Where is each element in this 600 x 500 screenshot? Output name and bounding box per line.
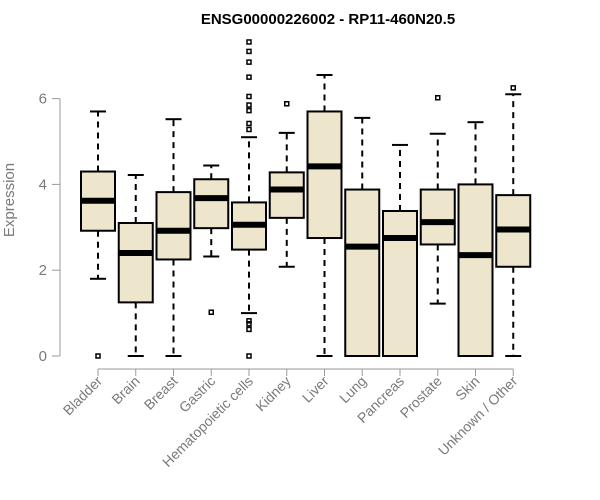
outlier-point	[246, 126, 252, 133]
iqr-box	[419, 188, 456, 246]
box-group	[495, 85, 532, 357]
box-group	[80, 110, 116, 359]
box-group	[231, 39, 267, 359]
y-axis-label: Expression	[1, 163, 18, 237]
outlier-point	[208, 309, 214, 315]
outlier-point	[284, 100, 290, 107]
outlier-point	[435, 94, 441, 101]
outlier-point	[246, 321, 252, 327]
iqr-box	[193, 178, 230, 230]
box-group	[193, 164, 230, 315]
box-group	[117, 173, 154, 357]
box-group	[457, 121, 494, 357]
x-tick-label: Brain	[108, 373, 142, 407]
x-tick-label: Skin	[452, 373, 483, 404]
y-tick-label: 4	[39, 176, 47, 193]
chart-title: ENSG00000226002 - RP11-460N20.5	[201, 11, 455, 28]
outlier-point	[246, 39, 252, 45]
box-group	[268, 100, 305, 268]
x-tick-label: Liver	[299, 373, 332, 406]
x-tick-label: Kidney	[252, 373, 294, 415]
iqr-box	[382, 209, 418, 357]
iqr-box	[306, 110, 343, 240]
axes: 0 2 4 6	[39, 91, 514, 370]
y-tick-label: 2	[39, 262, 47, 279]
x-tick-label: Lung	[336, 373, 369, 406]
iqr-box	[268, 171, 305, 219]
outlier-point	[510, 85, 516, 91]
outlier-point	[246, 48, 252, 55]
outlier-point	[246, 93, 252, 100]
boxes	[80, 39, 532, 359]
box-group	[382, 143, 418, 357]
box-group	[344, 116, 381, 357]
outlier-point	[246, 74, 252, 80]
box-group	[306, 74, 343, 357]
y-tick-label: 6	[39, 91, 47, 108]
x-tick-label: Prostate	[397, 373, 445, 421]
x-tick-label: Bladder	[60, 373, 106, 419]
outlier-point	[246, 326, 252, 333]
outlier-point	[246, 107, 252, 114]
box-group	[155, 118, 192, 357]
iqr-box	[457, 183, 494, 357]
outlier-point	[246, 318, 252, 324]
y-tick-label: 0	[39, 348, 47, 365]
iqr-box	[117, 222, 154, 304]
outlier-point	[246, 59, 252, 65]
iqr-box	[155, 191, 192, 261]
box-group	[419, 94, 456, 305]
outlier-point	[246, 102, 252, 108]
outlier-point	[95, 353, 101, 359]
iqr-box	[344, 188, 381, 357]
x-tick-label: Breast	[141, 373, 181, 413]
outlier-point	[246, 353, 252, 359]
outlier-point	[246, 120, 252, 127]
